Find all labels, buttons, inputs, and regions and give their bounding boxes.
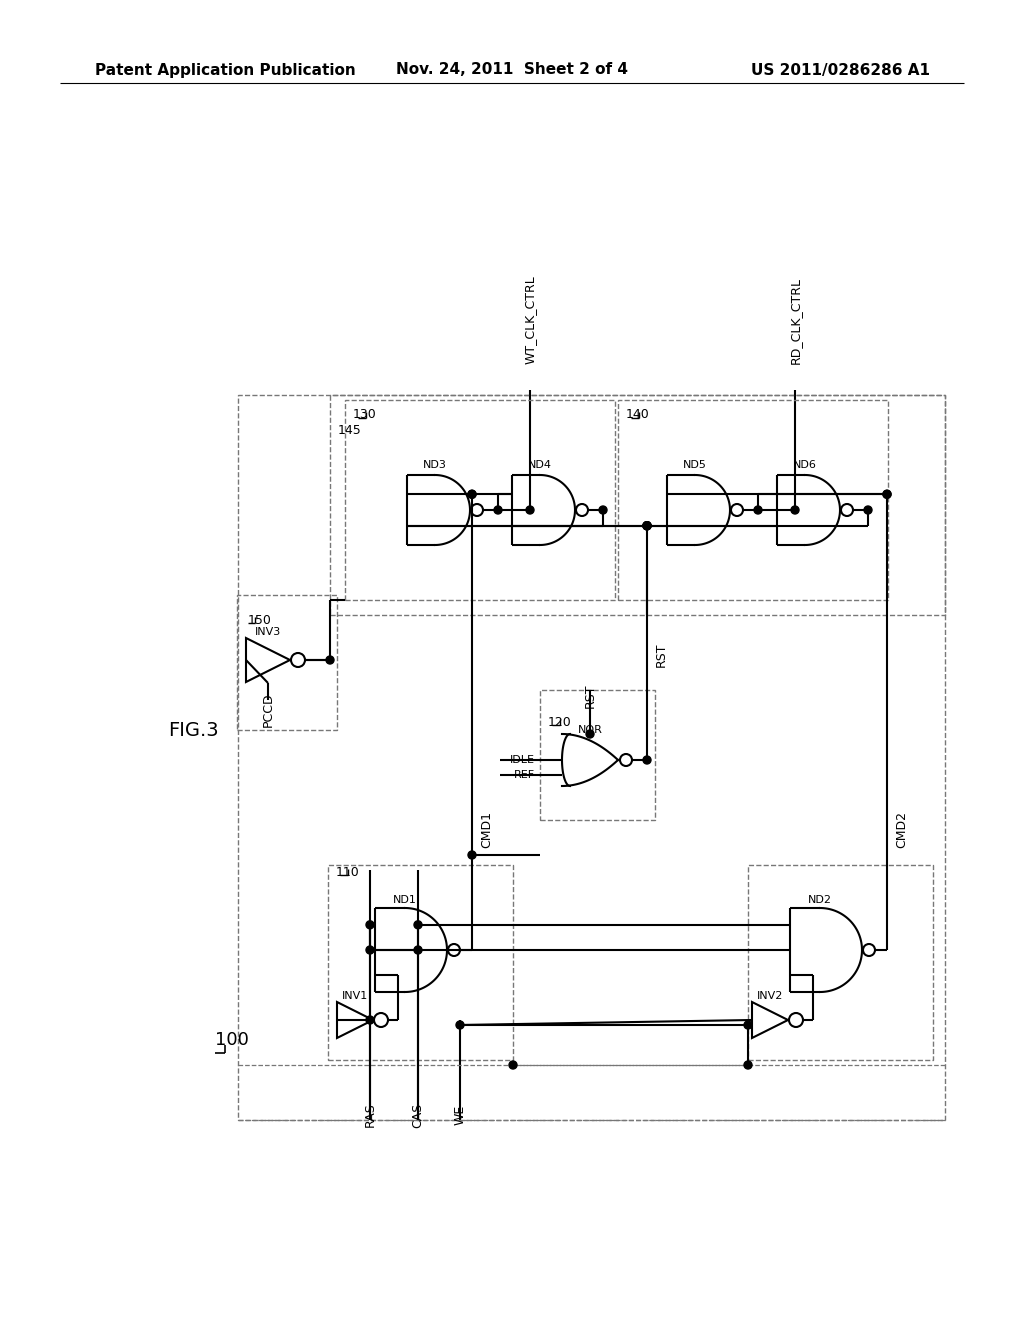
Text: RD_CLK_CTRL: RD_CLK_CTRL [788,276,802,363]
Text: INV1: INV1 [342,991,368,1001]
Bar [238,395,945,1119]
Circle shape [744,1061,752,1069]
Text: PCCD: PCCD [261,693,274,727]
Text: RAS: RAS [364,1102,377,1127]
Text: ND3: ND3 [423,459,446,470]
Circle shape [326,656,334,664]
Bar [618,400,888,601]
Bar [345,400,615,601]
Circle shape [864,506,872,513]
Circle shape [643,756,651,764]
Circle shape [643,521,651,529]
Text: ND5: ND5 [683,459,707,470]
Text: WT_CLK_CTRL: WT_CLK_CTRL [523,276,537,364]
Text: RST: RST [655,643,668,667]
Text: ND2: ND2 [808,895,831,906]
Text: 150: 150 [248,614,272,627]
Text: Nov. 24, 2011  Sheet 2 of 4: Nov. 24, 2011 Sheet 2 of 4 [396,62,628,78]
Text: ND4: ND4 [528,459,552,470]
Circle shape [468,490,476,498]
Text: CAS: CAS [412,1102,425,1127]
Circle shape [414,921,422,929]
Circle shape [883,490,891,498]
Text: ND1: ND1 [393,895,417,906]
Circle shape [643,521,651,529]
Circle shape [366,946,374,954]
Text: INV3: INV3 [255,627,282,638]
Text: ND6: ND6 [793,459,817,470]
Circle shape [456,1020,464,1030]
Circle shape [883,490,891,498]
Circle shape [509,1061,517,1069]
Text: 145: 145 [338,424,361,437]
Circle shape [643,521,651,529]
Text: RST: RST [584,684,597,709]
Circle shape [468,851,476,859]
Circle shape [643,521,651,529]
Text: REF: REF [514,770,535,780]
Circle shape [494,506,502,513]
Text: US 2011/0286286 A1: US 2011/0286286 A1 [751,62,930,78]
Text: 130: 130 [353,408,377,421]
Text: CMD2: CMD2 [895,812,908,849]
Bar [237,595,337,730]
Circle shape [414,946,422,954]
Bar [330,395,945,615]
Circle shape [599,506,607,513]
Circle shape [366,921,374,929]
Circle shape [526,506,534,513]
Text: FIG.3: FIG.3 [168,721,219,739]
Circle shape [366,1016,374,1024]
Circle shape [744,1020,752,1030]
Text: Patent Application Publication: Patent Application Publication [95,62,355,78]
Bar [748,865,933,1060]
Circle shape [586,730,594,738]
Bar [328,865,513,1060]
Text: INV2: INV2 [757,991,783,1001]
Bar [540,690,655,820]
Text: IDLE: IDLE [510,755,535,766]
Text: CMD1: CMD1 [480,812,493,849]
Circle shape [791,506,799,513]
Circle shape [754,506,762,513]
Text: 100: 100 [215,1031,249,1049]
Text: NOR: NOR [578,725,602,735]
Circle shape [468,490,476,498]
Text: WE: WE [454,1105,467,1125]
Text: 110: 110 [336,866,359,879]
Text: 120: 120 [548,715,571,729]
Text: 140: 140 [626,408,650,421]
